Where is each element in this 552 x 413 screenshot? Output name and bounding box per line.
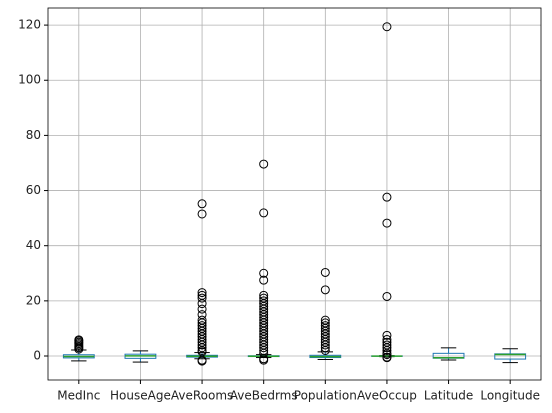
plot-frame xyxy=(47,7,542,381)
outlier xyxy=(259,293,269,303)
outlier xyxy=(320,315,330,325)
outlier xyxy=(382,337,392,347)
x-tick-label: MedInc xyxy=(57,389,100,403)
outlier xyxy=(382,352,392,362)
outlier xyxy=(320,285,330,295)
outlier xyxy=(197,290,207,300)
outlier xyxy=(382,218,392,228)
outlier xyxy=(259,208,269,218)
outlier xyxy=(259,275,269,285)
outlier xyxy=(320,267,330,277)
x-tick-label: HouseAge xyxy=(110,389,171,403)
outlier xyxy=(259,296,269,306)
y-tick-label: 40 xyxy=(26,238,41,252)
outlier xyxy=(382,192,392,202)
y-tick-label: 80 xyxy=(26,128,41,142)
outlier xyxy=(197,288,207,298)
outlier xyxy=(382,334,392,344)
outlier xyxy=(382,22,392,32)
x-tick-label: AveRooms xyxy=(171,389,233,403)
outlier xyxy=(382,291,392,301)
y-tick-label: 60 xyxy=(26,183,41,197)
x-tick-label: Latitude xyxy=(424,389,473,403)
outlier xyxy=(197,304,207,314)
x-tick-label: Longitude xyxy=(480,389,540,403)
outlier xyxy=(259,268,269,278)
y-tick-label: 0 xyxy=(33,349,41,363)
y-tick-label: 20 xyxy=(26,293,41,307)
outlier xyxy=(382,330,392,340)
y-tick-label: 100 xyxy=(18,73,41,87)
outlier xyxy=(197,321,207,331)
x-tick-label: AveBedrms xyxy=(230,389,298,403)
y-tick-label: 120 xyxy=(18,18,41,32)
outlier xyxy=(74,335,84,345)
outlier xyxy=(382,340,392,350)
x-tick-label: AveOccup xyxy=(357,389,417,403)
outlier xyxy=(197,293,207,303)
outlier xyxy=(197,199,207,209)
outlier xyxy=(259,290,269,300)
outlier xyxy=(320,318,330,328)
outlier xyxy=(259,159,269,169)
outlier xyxy=(197,310,207,320)
outlier xyxy=(197,315,207,325)
outlier xyxy=(320,321,330,331)
outlier xyxy=(197,209,207,219)
x-tick-label: Population xyxy=(294,389,357,403)
